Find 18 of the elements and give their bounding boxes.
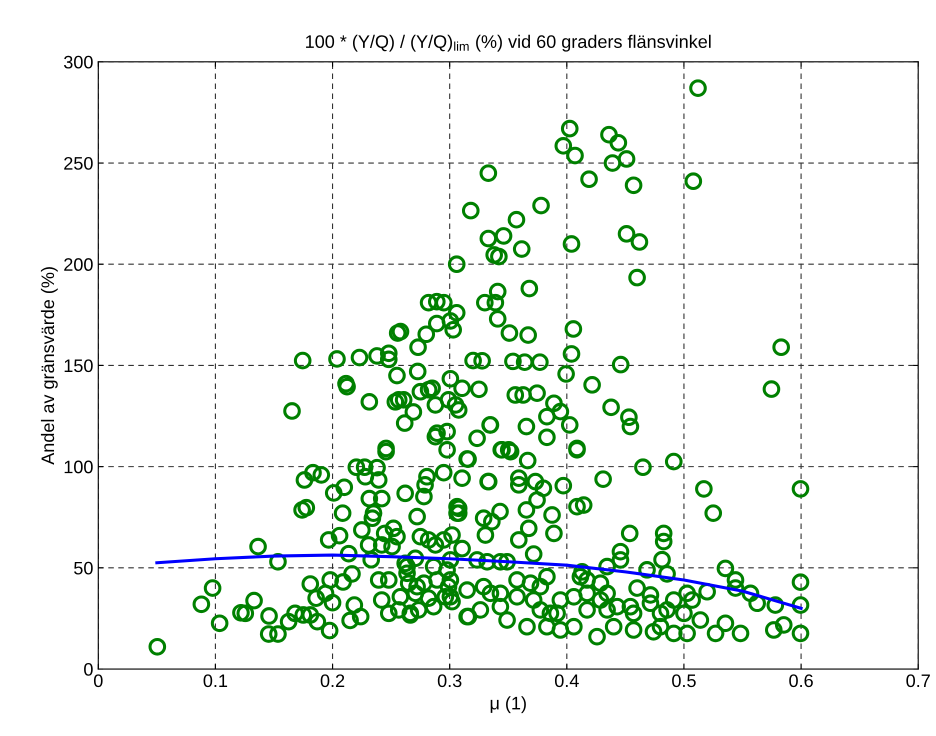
x-axis-title: μ (1): [490, 696, 526, 714]
y-tick-label: 0: [84, 662, 93, 676]
x-tick-label: 0.3: [438, 674, 462, 688]
x-tick-label: 0.2: [320, 674, 344, 688]
y-tick-label: 300: [64, 56, 93, 69]
y-tick-label: 200: [64, 258, 93, 271]
y-tick-label: 50: [74, 562, 93, 575]
y-tick-label: 100: [64, 460, 93, 474]
x-tick-label: 0.7: [906, 674, 930, 688]
x-tick-label: 0: [94, 674, 103, 688]
chart-title: 100 * (Y/Q) / (Y/Q)$_{lim}$ (%) vid 60 graders flänsvinkel: [306, 34, 711, 52]
y-axis-title: Andel av gränsvärde (%): [40, 267, 58, 465]
x-tick-label: 0.1: [204, 674, 228, 688]
y-tick-label: 250: [64, 156, 93, 170]
x-tick-label: 0.6: [789, 674, 813, 688]
y-tick-label: 150: [64, 359, 93, 372]
x-tick-label: 0.5: [672, 674, 696, 688]
x-tick-label: 0.4: [554, 674, 579, 688]
